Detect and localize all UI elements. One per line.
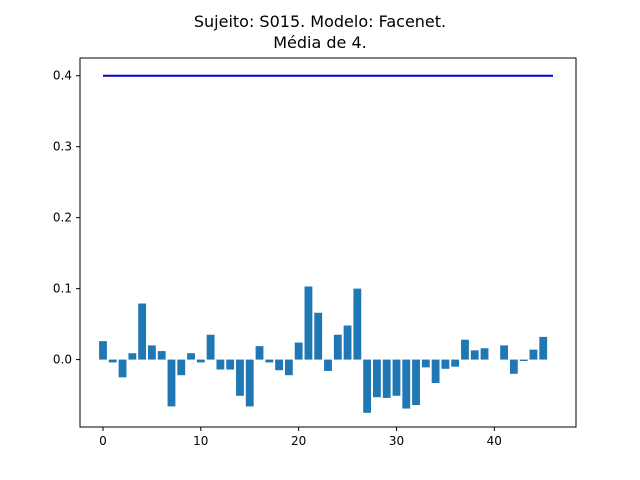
bar [275, 359, 283, 371]
bar [284, 359, 293, 376]
bar [431, 359, 440, 384]
bar [128, 353, 137, 360]
bar [373, 359, 381, 398]
bar [304, 286, 313, 360]
bar [216, 359, 225, 370]
bar [177, 359, 186, 376]
bar [196, 359, 205, 363]
bar [314, 312, 323, 360]
y-tick-label: 0.0 [53, 353, 72, 367]
bar [363, 359, 372, 413]
bar [343, 325, 352, 360]
x-tick-label: 20 [291, 434, 306, 448]
x-tick-label: 10 [193, 434, 208, 448]
bar [470, 350, 479, 360]
bar [382, 359, 391, 398]
x-tick-label: 40 [487, 434, 502, 448]
y-tick-label: 0.4 [53, 69, 72, 83]
x-tick-label: 0 [99, 434, 107, 448]
bar [294, 342, 303, 360]
y-tick-label: 0.1 [53, 282, 72, 296]
bars-group [99, 286, 548, 413]
bar [412, 359, 420, 406]
bar [402, 359, 411, 409]
bar [236, 359, 244, 396]
bar [206, 334, 215, 360]
bar [529, 349, 538, 360]
chart-title-line-2: Média de 4. [273, 33, 367, 52]
bar [461, 339, 469, 360]
bar [509, 359, 518, 374]
bar [226, 359, 235, 370]
bar [324, 359, 332, 371]
y-axis-ticks: 0.0 0.1 0.2 0.3 0.4 [53, 69, 80, 367]
bar [539, 336, 548, 360]
bar [392, 359, 401, 396]
bar [138, 303, 147, 360]
bar [441, 359, 450, 369]
bar [265, 359, 274, 363]
bar [157, 351, 166, 360]
bar [147, 345, 156, 360]
plot-frame [79, 57, 577, 428]
bar [500, 345, 509, 360]
bar [353, 288, 362, 360]
bar [167, 359, 176, 407]
bar [245, 359, 254, 407]
y-tick-label: 0.2 [53, 211, 72, 225]
bar [99, 341, 107, 360]
bar [187, 353, 195, 360]
bar [480, 348, 489, 360]
chart-title-line-1: Sujeito: S015. Modelo: Facenet. [193, 12, 447, 31]
bar [108, 359, 117, 363]
bar [421, 359, 430, 368]
x-tick-label: 30 [389, 434, 404, 448]
y-tick-label: 0.3 [53, 140, 72, 154]
x-axis-ticks: 0 10 20 30 40 [99, 427, 502, 448]
bar [255, 346, 264, 360]
bar [451, 359, 460, 367]
bar [519, 359, 528, 362]
bar [118, 359, 127, 378]
bar [333, 334, 342, 360]
